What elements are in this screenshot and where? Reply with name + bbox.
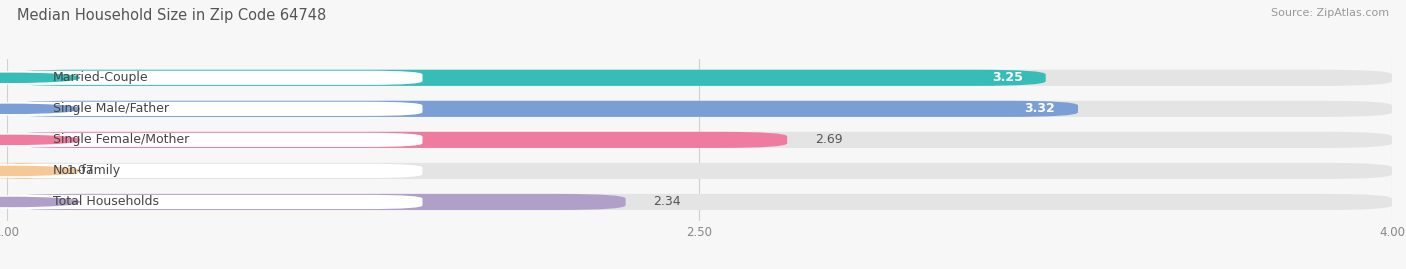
FancyBboxPatch shape bbox=[7, 194, 626, 210]
Text: Total Households: Total Households bbox=[53, 196, 159, 208]
FancyBboxPatch shape bbox=[0, 102, 422, 116]
FancyBboxPatch shape bbox=[0, 164, 422, 178]
Text: 3.32: 3.32 bbox=[1024, 102, 1054, 115]
Text: Median Household Size in Zip Code 64748: Median Household Size in Zip Code 64748 bbox=[17, 8, 326, 23]
FancyBboxPatch shape bbox=[7, 132, 1392, 148]
FancyBboxPatch shape bbox=[7, 101, 1392, 117]
Text: 1.07: 1.07 bbox=[67, 164, 96, 178]
Text: 2.69: 2.69 bbox=[815, 133, 842, 146]
FancyBboxPatch shape bbox=[0, 133, 422, 147]
Circle shape bbox=[0, 197, 79, 207]
Circle shape bbox=[0, 73, 79, 82]
FancyBboxPatch shape bbox=[0, 71, 422, 85]
Text: Source: ZipAtlas.com: Source: ZipAtlas.com bbox=[1271, 8, 1389, 18]
Circle shape bbox=[0, 166, 79, 175]
FancyBboxPatch shape bbox=[7, 163, 1392, 179]
Text: Single Male/Father: Single Male/Father bbox=[53, 102, 169, 115]
Text: Married-Couple: Married-Couple bbox=[53, 71, 149, 84]
Circle shape bbox=[0, 104, 79, 114]
FancyBboxPatch shape bbox=[0, 163, 76, 179]
FancyBboxPatch shape bbox=[7, 101, 1078, 117]
FancyBboxPatch shape bbox=[7, 70, 1046, 86]
FancyBboxPatch shape bbox=[0, 195, 422, 209]
FancyBboxPatch shape bbox=[7, 70, 1392, 86]
FancyBboxPatch shape bbox=[7, 132, 787, 148]
Text: 3.25: 3.25 bbox=[991, 71, 1022, 84]
Text: 2.34: 2.34 bbox=[654, 196, 681, 208]
Circle shape bbox=[0, 135, 79, 144]
Text: Non-family: Non-family bbox=[53, 164, 121, 178]
FancyBboxPatch shape bbox=[7, 194, 1392, 210]
Text: Single Female/Mother: Single Female/Mother bbox=[53, 133, 190, 146]
